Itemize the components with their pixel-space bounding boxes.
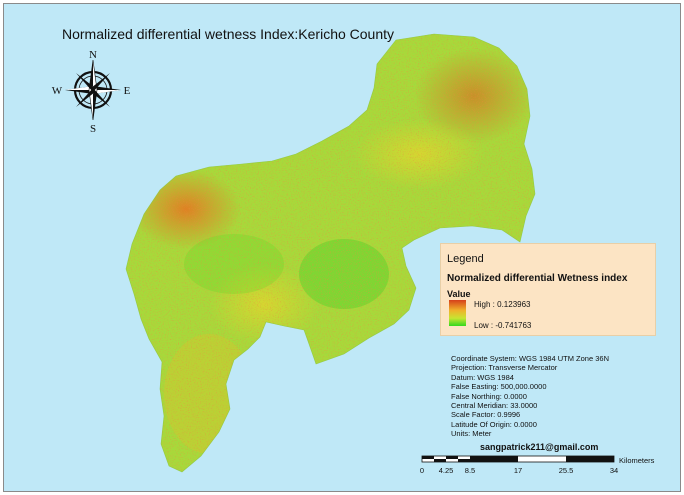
info-line: Scale Factor: 0.9996 (451, 410, 521, 420)
scale-tick-label: 34 (610, 466, 618, 475)
info-line: Units: Meter (451, 429, 492, 439)
scale-bar: 0 4.25 8.5 17 25.5 34 Kilometers (420, 455, 655, 475)
legend-color-ramp (449, 300, 466, 326)
author-email: sangpatrick211@gmail.com (480, 442, 599, 452)
scale-tick-label: 17 (514, 466, 522, 475)
legend-title: Legend (447, 253, 484, 265)
info-line: Central Meridian: 33.0000 (451, 401, 538, 411)
compass-east-label: E (124, 85, 131, 97)
projection-info: Coordinate System: WGS 1984 UTM Zone 36N… (451, 354, 609, 439)
scale-tick-label: 8.5 (465, 466, 475, 475)
info-line: Coordinate System: WGS 1984 UTM Zone 36N (451, 354, 609, 363)
map-canvas (125, 33, 536, 473)
north-arrow-compass: N S W E (52, 49, 131, 132)
map-frame: N S W E Normalized differential wetness … (3, 3, 681, 492)
legend-high-label: High : 0.123963 (474, 300, 531, 309)
info-line: Latitude Of Origin: 0.0000 (451, 419, 537, 429)
info-line: Projection: Transverse Mercator (451, 363, 558, 373)
compass-north-label: N (89, 49, 97, 61)
compass-west-label: W (52, 85, 63, 97)
info-line: False Northing: 0.0000 (451, 391, 527, 401)
scale-tick-label: 0 (420, 466, 424, 475)
legend-layer-name: Normalized differential Wetness index (447, 273, 628, 284)
map-title: Normalized differential wetness Index:Ke… (62, 26, 395, 42)
scale-tick-label: 25.5 (559, 466, 574, 475)
legend-value-heading: Value (447, 289, 471, 299)
legend-low-label: Low : -0.741763 (474, 321, 532, 330)
legend-panel: Legend Normalized differential Wetness i… (440, 243, 656, 336)
info-line: False Easting: 500,000.0000 (451, 382, 547, 392)
scale-tick-label: 4.25 (439, 466, 454, 475)
scale-unit-label: Kilometers (619, 456, 655, 465)
info-line: Datum: WGS 1984 (451, 372, 514, 382)
compass-south-label: S (90, 123, 96, 132)
